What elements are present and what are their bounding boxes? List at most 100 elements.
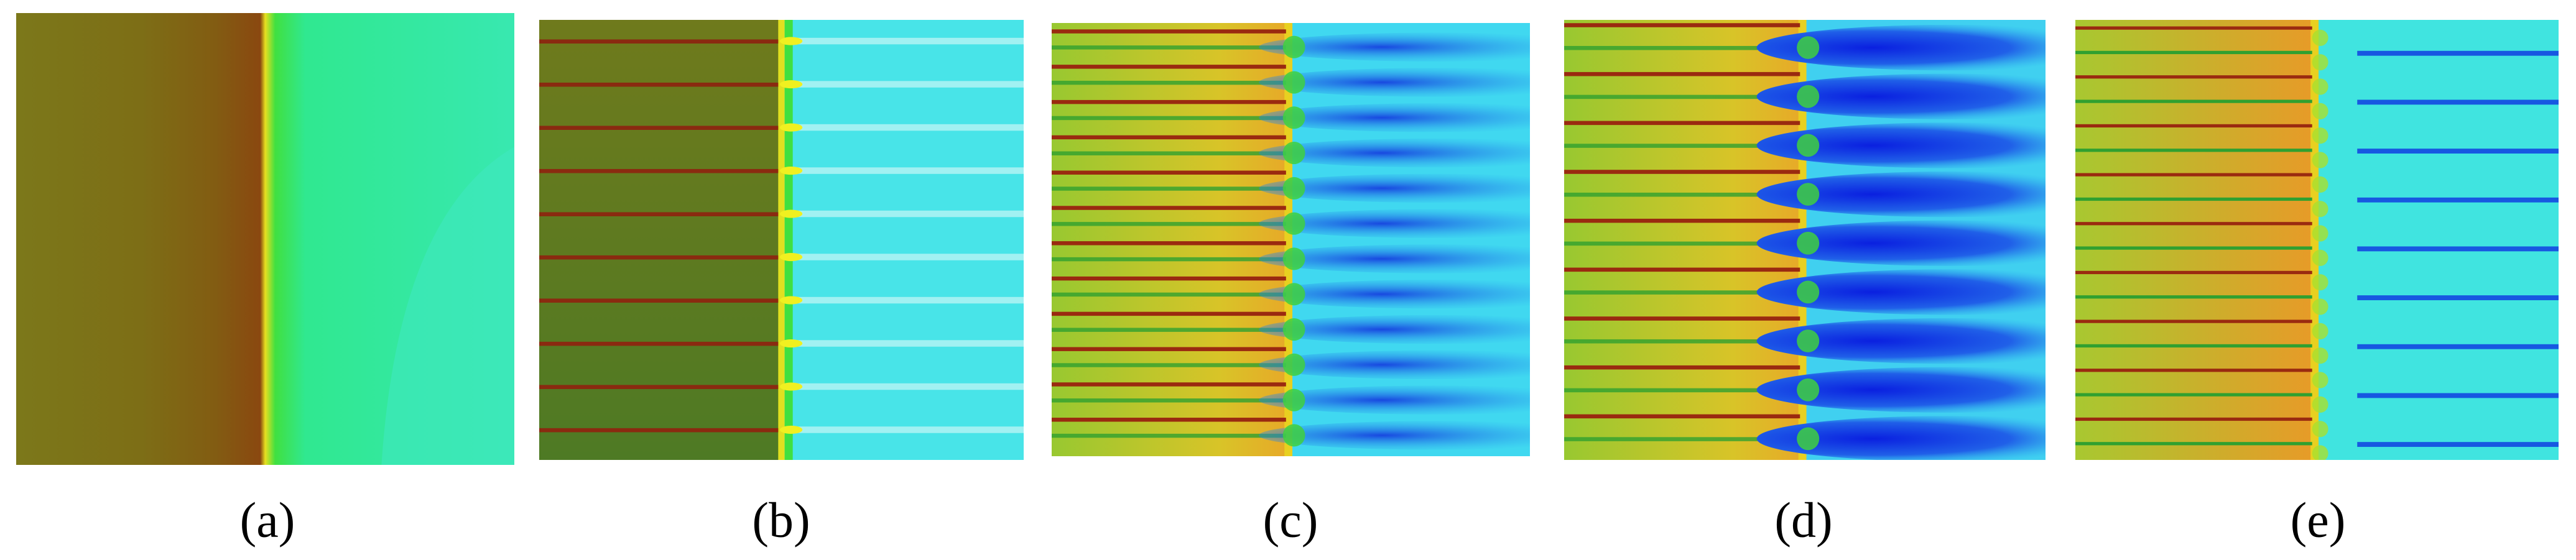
flow-feature [779,382,803,391]
flow-feature [797,210,1024,218]
flow-feature [2312,298,2328,315]
flow-feature [1282,106,1305,129]
flow-feature [1756,122,2046,168]
flow-feature [1282,142,1305,165]
flow-feature [2312,445,2328,460]
flow-feature [539,385,779,389]
flow-feature [2075,124,2312,128]
flow-feature [539,298,779,303]
flow-feature [1564,144,1800,148]
flow-feature [2075,393,2312,397]
flow-feature [1052,311,1286,316]
flow-feature [1052,206,1286,210]
flow-feature [2075,319,2312,323]
flow-feature [2075,417,2312,421]
flow-feature [1282,388,1305,411]
flow-feature [2312,274,2328,291]
flow-feature [1259,32,1530,62]
flow-feature [2312,29,2328,46]
panel-c [1052,23,1530,456]
flow-feature [1052,170,1286,175]
flow-feature [1282,71,1305,94]
flow-feature [779,167,803,175]
flow-feature [1259,244,1530,273]
flow-feature [2312,201,2328,218]
flow-feature [1756,367,2046,413]
flow-feature [539,82,779,87]
flow-feature [2075,246,2312,250]
flow-feature [1564,290,1800,295]
flow-feature [1564,365,1800,370]
panel-label: (a) [240,493,295,548]
panel-label: (e) [2291,493,2346,548]
flow-feature [1052,186,1286,191]
flow-feature [1052,276,1286,281]
flow-feature [2312,152,2328,168]
flow-feature [2357,50,2559,56]
flow-feature [1797,329,1820,352]
flow-feature [779,296,803,305]
flow-feature [2075,26,2312,30]
flow-feature [2075,75,2312,79]
flow-feature [1052,382,1286,387]
flow-feature [1282,247,1305,270]
flow-feature [1797,85,1820,108]
flow-feature [1282,353,1305,376]
flow-feature [1797,280,1820,304]
flow-feature [1052,135,1286,140]
flow-feature [1756,318,2046,364]
flow-feature [2075,442,2312,446]
flow-feature [1564,192,1800,197]
flow-feature [2075,149,2312,152]
flow-feature [539,168,779,173]
flow-feature [2312,103,2328,119]
flow-feature [779,123,803,132]
flow-feature [1052,347,1286,351]
flow-feature [1052,398,1286,403]
flow-feature [1052,328,1286,332]
flow-feature [779,425,803,434]
flow-feature [1564,45,1800,50]
flow-feature [1756,220,2046,266]
flow-feature [2357,295,2559,301]
flow-feature [1259,138,1530,168]
flow-feature [1756,269,2046,315]
flow-feature [2075,295,2312,299]
flow-feature [1797,183,1820,206]
flow-feature [1052,433,1286,438]
flow-feature [1564,94,1800,99]
flow-feature [2357,246,2559,252]
flow-feature [2357,149,2559,154]
flow-feature [1052,151,1286,155]
flow-feature [1284,23,1293,456]
flow-feature [2075,197,2312,201]
flow-feature [1052,292,1286,297]
flow-feature [779,252,803,262]
flow-feature [1564,388,1800,393]
panel-label: (b) [752,493,810,548]
flow-feature [2312,249,2328,266]
flow-feature [1052,99,1286,104]
flow-feature [1282,177,1305,200]
flow-feature [1259,385,1530,415]
flow-feature [797,426,1024,433]
flow-feature [779,37,803,45]
flow-feature [2357,442,2559,448]
panel-a [16,13,514,465]
flow-feature [1564,437,1800,441]
flow-feature [1052,80,1286,85]
flow-feature [539,212,779,216]
flow-feature [539,39,779,44]
flow-feature [1564,23,1800,27]
flow-feature [1564,170,1800,174]
flow-feature [1259,103,1530,132]
flow-feature [2312,396,2328,413]
flow-feature [1564,316,1800,321]
panel-b [539,20,1024,460]
panel-label: (c) [1263,493,1318,548]
flow-feature [797,124,1024,131]
flow-feature [1052,241,1286,246]
flow-feature [797,383,1024,390]
flow-feature [1564,267,1800,272]
